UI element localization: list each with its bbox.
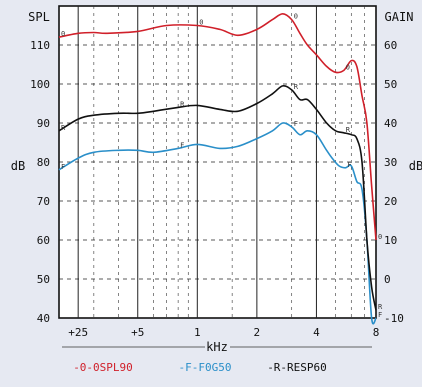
- left-y-axis-label: dB: [11, 159, 25, 173]
- y-tick-label-left: 80: [37, 156, 50, 169]
- right-y-axis-label: dB: [409, 159, 422, 173]
- y-tick-label-left: 50: [37, 273, 50, 286]
- left-axis-title: SPL: [28, 10, 50, 24]
- series-line-f: [58, 122, 377, 325]
- series-point-marker: 0: [378, 233, 382, 241]
- x-tick-label: 8: [373, 326, 380, 339]
- plot-area: [58, 5, 377, 319]
- x-tick-label: 1: [194, 326, 201, 339]
- series-point-marker: F: [347, 161, 351, 169]
- y-tick-label-left: 90: [37, 117, 50, 130]
- y-tick-label-left: 100: [30, 78, 50, 91]
- legend-label-resp: -R-RESP60: [267, 361, 327, 374]
- y-tick-label-right: 20: [384, 195, 397, 208]
- series-point-marker: 0: [346, 63, 350, 71]
- y-tick-label-left: 40: [37, 312, 50, 325]
- y-tick-label-right: 0: [384, 273, 391, 286]
- y-tick-label-right: 40: [384, 117, 397, 130]
- series-point-marker: 0: [199, 19, 203, 27]
- x-tick-label: 4: [313, 326, 320, 339]
- series-point-marker: R: [378, 303, 383, 311]
- series-point-marker: 0: [294, 13, 298, 21]
- series-point-marker: F: [378, 311, 382, 319]
- series-line-0: [58, 12, 377, 241]
- x-tick-label: +5: [131, 326, 144, 339]
- y-tick-label-left: 110: [30, 39, 50, 52]
- x-tick-label: +25: [68, 326, 88, 339]
- x-axis-label: kHz: [206, 340, 228, 354]
- series-point-marker: R: [294, 83, 299, 91]
- series-point-marker: 0: [61, 30, 65, 38]
- right-axis-title: GAIN: [385, 10, 414, 24]
- series-point-marker: R: [61, 124, 66, 132]
- series-point-marker: R: [180, 100, 185, 108]
- series-point-marker: R: [346, 126, 351, 134]
- series-point-marker: F: [61, 163, 65, 171]
- series-point-marker: F: [294, 120, 298, 128]
- y-tick-label-right: 10: [384, 234, 397, 247]
- legend-label-ospl: -0-0SPL90: [73, 361, 133, 374]
- y-tick-label-right: -10: [384, 312, 404, 325]
- legend-label-fog: -F-F0G50: [179, 361, 232, 374]
- y-tick-label-left: 70: [37, 195, 50, 208]
- y-tick-label-left: 60: [37, 234, 50, 247]
- series-point-marker: F: [180, 141, 184, 149]
- y-tick-label-right: 30: [384, 156, 397, 169]
- y-tick-label-right: 50: [384, 78, 397, 91]
- legend: -0-0SPL90 -F-F0G50 -R-RESP60: [73, 361, 327, 374]
- x-tick-label: 2: [254, 326, 261, 339]
- series-line-r: [58, 85, 377, 311]
- y-tick-label-right: 60: [384, 39, 397, 52]
